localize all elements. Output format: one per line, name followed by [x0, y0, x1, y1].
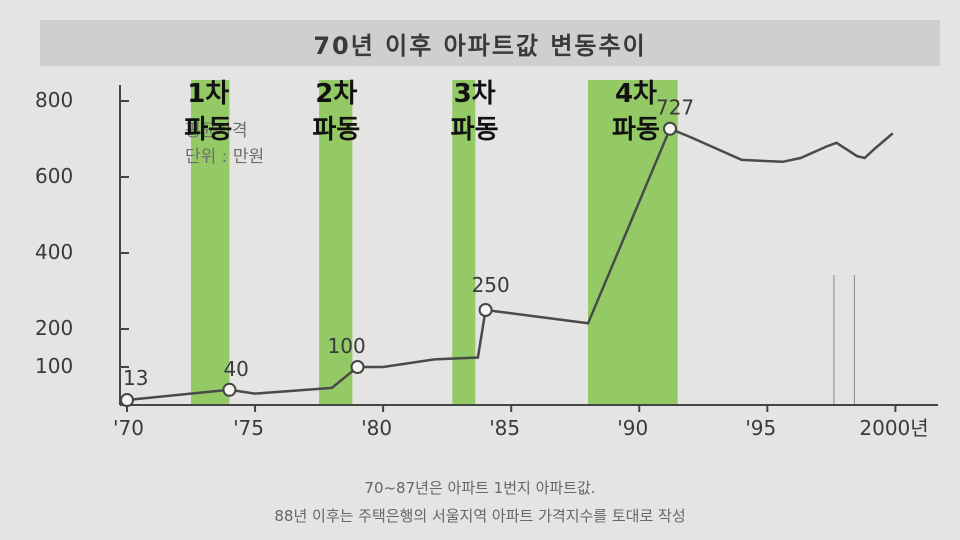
x-tick-label: '90 — [617, 416, 648, 440]
data-point — [120, 393, 134, 408]
data-point — [350, 360, 365, 374]
phase-label-bottom: 파동 — [612, 115, 660, 145]
unit-note: 평균가격 단위 : 만원 — [185, 118, 264, 170]
data-label: 40 — [223, 357, 248, 381]
data-label: 100 — [328, 334, 366, 358]
phase-band-3 — [452, 80, 476, 405]
phase-label-top: 2차 — [315, 79, 358, 109]
footer-notes: 70~87년은 아파트 1번지 아파트값. 88년 이후는 주택은행의 서울지역… — [0, 474, 960, 530]
phase-band-4 — [588, 80, 678, 405]
footer-line-2: 88년 이후는 주택은행의 서울지역 아파트 가격지수를 토대로 작성 — [274, 507, 686, 525]
phase-band-2 — [319, 80, 353, 405]
data-point — [662, 121, 677, 136]
phase-label-bottom: 파동 — [312, 115, 361, 145]
x-tick-label: '80 — [361, 416, 392, 440]
data-label: 250 — [472, 273, 510, 297]
phase-label-top: 1차 — [187, 79, 230, 109]
unit-line-2: 단위 : 만원 — [185, 147, 265, 167]
x-tick-label: '95 — [745, 416, 776, 440]
chart-title: 70년 이후 아파트값 변동추이 — [313, 32, 647, 60]
phase-label-top: 3차 — [453, 79, 496, 109]
data-point — [478, 303, 493, 317]
x-tick-label: '70 — [113, 416, 144, 440]
y-tick-label: 400 — [35, 240, 73, 264]
x-tick-label: 2000년 — [859, 416, 928, 440]
phase-label-bottom: 파동 — [184, 115, 233, 145]
phase-label-bottom: 파동 — [450, 115, 499, 145]
phase-label-top: 4차 — [614, 79, 657, 109]
y-tick-label: 200 — [35, 316, 73, 340]
unit-line-1: 평균가격 — [185, 121, 248, 141]
y-tick-label: 100 — [35, 354, 73, 378]
data-label: 727 — [656, 96, 694, 120]
footer-line-1: 70~87년은 아파트 1번지 아파트값. — [364, 479, 596, 497]
x-tick-label: '75 — [233, 416, 264, 440]
data-label: 13 — [123, 366, 148, 390]
y-tick-label: 800 — [35, 88, 73, 112]
x-tick-label: '85 — [489, 416, 520, 440]
phase-band-1 — [191, 80, 230, 405]
title-band — [40, 20, 940, 66]
y-tick-label: 600 — [35, 164, 73, 188]
data-point — [222, 382, 237, 397]
